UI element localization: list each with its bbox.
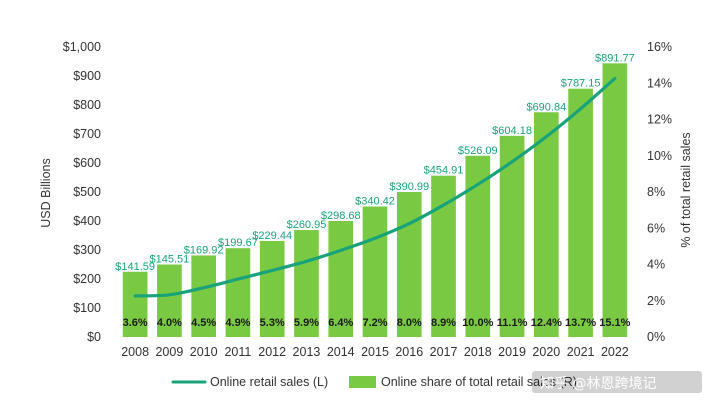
y-axis-left-title: USD Billions bbox=[39, 158, 53, 227]
bar-share-label: 8.0% bbox=[397, 317, 422, 329]
bar bbox=[533, 112, 559, 337]
bar bbox=[157, 264, 182, 337]
x-tick-label: 2019 bbox=[498, 345, 526, 359]
bar bbox=[362, 206, 388, 337]
x-tick-label: 2013 bbox=[293, 345, 321, 359]
left-axis-ticks: $0 $100 $200 $300 $400 $500 $600 $700 $800 $900 $1… bbox=[63, 40, 101, 344]
bar bbox=[602, 63, 628, 337]
y-left-tick-label: $0 bbox=[87, 330, 101, 344]
line-path bbox=[133, 76, 617, 298]
y-left-tick-label: $600 bbox=[73, 156, 101, 170]
y-left-tick-label: $300 bbox=[73, 243, 101, 257]
y-left-tick-label: $100 bbox=[73, 301, 101, 315]
x-tick-label: 2015 bbox=[361, 345, 389, 359]
line-value-label: $526.09 bbox=[458, 145, 498, 157]
y-left-tick-label: $500 bbox=[73, 185, 101, 199]
x-axis-ticks: 2008 2009 2010 2011 2012 2013 2014 2015 2016 2017… bbox=[121, 345, 629, 359]
x-tick-label: 2018 bbox=[464, 345, 492, 359]
line-series bbox=[133, 76, 617, 298]
bar-share-label: 5.9% bbox=[294, 317, 319, 329]
y-right-tick-label: 16% bbox=[647, 40, 672, 54]
y-right-tick-label: 14% bbox=[647, 76, 672, 90]
bar-share-label: 7.2% bbox=[362, 317, 387, 329]
bar bbox=[191, 255, 217, 337]
line-value-label: $141.59 bbox=[115, 261, 155, 273]
watermark-text: 知乎 @林恩跨境记 bbox=[540, 375, 656, 392]
x-tick-label: 2016 bbox=[395, 345, 423, 359]
bar-share-label: 5.3% bbox=[260, 317, 285, 329]
y-right-tick-label: 6% bbox=[647, 221, 665, 235]
y-left-tick-label: $200 bbox=[73, 272, 101, 286]
y-right-tick-label: 0% bbox=[647, 330, 665, 344]
y-right-tick-label: 4% bbox=[647, 258, 665, 272]
y-left-tick-label: $700 bbox=[73, 127, 101, 141]
x-tick-label: 2012 bbox=[258, 345, 286, 359]
line-value-label: $891.77 bbox=[595, 52, 635, 64]
x-tick-label: 2010 bbox=[190, 345, 218, 359]
bar-share-label: 8.9% bbox=[431, 317, 456, 329]
value-labels: $141.59$145.51$169.92$199.67$229.44$260.… bbox=[115, 52, 634, 272]
bar-share-label: 4.0% bbox=[157, 317, 182, 329]
line-value-label: $604.18 bbox=[492, 125, 532, 137]
x-tick-label: 2009 bbox=[155, 345, 183, 359]
y-right-tick-label: 2% bbox=[647, 294, 665, 308]
x-tick-label: 2020 bbox=[532, 345, 560, 359]
bar-series bbox=[122, 63, 628, 337]
bar-share-label: 13.7% bbox=[565, 317, 596, 329]
line-value-label: $298.68 bbox=[321, 210, 361, 222]
x-tick-label: 2022 bbox=[601, 345, 629, 359]
y-right-tick-label: 12% bbox=[647, 113, 672, 127]
bar-share-label: 6.4% bbox=[328, 317, 353, 329]
x-tick-label: 2017 bbox=[430, 345, 458, 359]
bar-share-label: 15.1% bbox=[599, 317, 630, 329]
bar bbox=[259, 240, 285, 337]
line-value-label: $390.99 bbox=[389, 181, 429, 193]
y-left-tick-label: $800 bbox=[73, 98, 101, 112]
bar bbox=[122, 271, 148, 337]
bar-share-label: 3.6% bbox=[123, 317, 148, 329]
bar bbox=[431, 175, 456, 337]
line-value-label: $690.84 bbox=[526, 101, 566, 113]
legend-bar-swatch bbox=[349, 376, 376, 388]
line-value-label: $145.51 bbox=[150, 254, 190, 266]
y-left-tick-label: $1,000 bbox=[63, 40, 101, 54]
bar-share-label: 11.1% bbox=[497, 317, 528, 329]
line-value-label: $340.42 bbox=[355, 196, 395, 208]
legend-label-line: Online retail sales (L) bbox=[210, 375, 328, 389]
x-tick-label: 2014 bbox=[327, 345, 355, 359]
line-value-label: $787.15 bbox=[561, 78, 601, 90]
bar bbox=[294, 230, 319, 337]
bar-share-label: 10.0% bbox=[462, 317, 493, 329]
y-axis-right-title: % of total retail sales bbox=[679, 132, 693, 247]
line-value-label: $229.44 bbox=[252, 230, 292, 242]
bar-share-label: 12.4% bbox=[531, 317, 562, 329]
bar-share-label: 4.5% bbox=[191, 317, 216, 329]
x-tick-label: 2021 bbox=[567, 345, 595, 359]
bar bbox=[225, 248, 251, 337]
bar bbox=[568, 88, 593, 337]
line-value-label: $169.92 bbox=[184, 244, 224, 256]
line-value-label: $454.91 bbox=[424, 165, 464, 177]
share-labels: 3.6% 4.0% 4.5% 4.9% 5.3% 5.9% 6.4% 7.2% 8.0% 8.9%… bbox=[123, 317, 631, 329]
y-left-tick-label: $900 bbox=[73, 69, 101, 83]
watermark-backdrop bbox=[532, 371, 702, 393]
bar bbox=[396, 192, 422, 337]
y-right-tick-label: 10% bbox=[647, 149, 672, 163]
y-left-tick-label: $400 bbox=[73, 214, 101, 228]
legend: Online retail sales (L) Online share of … bbox=[171, 375, 577, 389]
bar bbox=[328, 221, 354, 337]
legend-label-bar: Online share of total retail sales (R) bbox=[381, 375, 577, 389]
x-tick-label: 2008 bbox=[121, 345, 149, 359]
line-value-label: $199.67 bbox=[218, 237, 258, 249]
line-value-label: $260.95 bbox=[287, 219, 327, 231]
x-tick-label: 2011 bbox=[224, 345, 251, 359]
y-right-tick-label: 8% bbox=[647, 185, 665, 199]
right-axis-ticks: 0% 2% 4% 6% 8% 10% 12% 14% 16% bbox=[647, 40, 672, 344]
bar-share-label: 4.9% bbox=[225, 317, 250, 329]
